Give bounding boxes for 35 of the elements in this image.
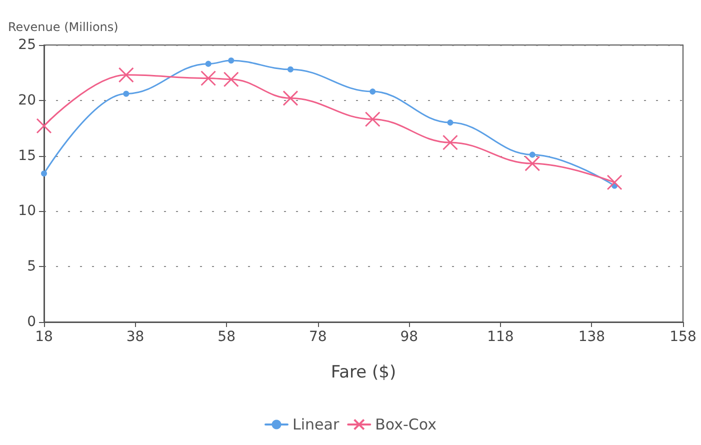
point — [36, 118, 52, 134]
y-tick-label: 20 — [18, 92, 36, 108]
y-axis-title: Revenue (Millions) — [8, 20, 118, 34]
x-tick-label: 38 — [126, 329, 144, 345]
point — [370, 88, 376, 95]
point — [606, 174, 622, 190]
y-tick-label: 25 — [18, 37, 36, 53]
x-tick-label: 58 — [218, 329, 236, 345]
point — [205, 60, 212, 67]
y-tick-label: 15 — [18, 148, 36, 164]
legend-label: Linear — [292, 416, 340, 434]
point — [529, 152, 536, 158]
point — [364, 111, 380, 127]
point — [228, 58, 234, 64]
point — [282, 90, 298, 106]
point — [447, 120, 454, 126]
x-axis-title: Fare ($) — [330, 362, 396, 382]
point — [123, 90, 130, 97]
y-tick-label: 5 — [27, 258, 36, 275]
x-tick-label: 18 — [35, 329, 53, 345]
point — [223, 72, 239, 88]
legend-label: Box-Cox — [375, 416, 437, 434]
point — [524, 156, 540, 172]
point — [287, 66, 294, 72]
point — [200, 70, 216, 86]
x-tick-label: 98 — [400, 329, 418, 345]
y-tick-label: 0 — [27, 314, 36, 330]
y-tick-label: 10 — [18, 203, 36, 220]
x-tick-label: 78 — [308, 329, 327, 345]
point — [41, 170, 47, 177]
point — [118, 67, 134, 83]
x-tick-label: 138 — [578, 329, 606, 345]
point — [442, 134, 458, 150]
x-tick-label: 158 — [670, 329, 696, 345]
x-tick-label: 118 — [487, 329, 514, 345]
